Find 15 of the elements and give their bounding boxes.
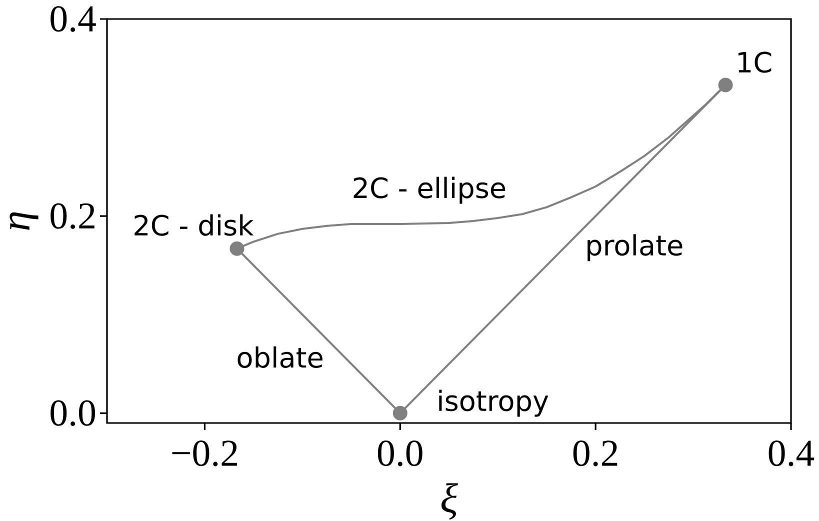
x-tick-label: 0.0 — [378, 440, 422, 466]
x-tick-label: 0.2 — [573, 440, 618, 466]
annotation: 2C - ellipse — [354, 176, 506, 204]
x-tick-label: −0.2 — [172, 440, 237, 466]
y-tick-label: 0.2 — [50, 203, 94, 229]
annotation: 2C - disk — [134, 214, 254, 236]
y-axis-title: η — [10, 212, 38, 230]
annotation: oblate — [238, 346, 322, 368]
y-tick-label: 0.4 — [50, 6, 96, 32]
y-tick-label: 0.0 — [50, 400, 96, 426]
x-axis-title: ξ — [441, 483, 458, 520]
annotation: isotropy — [439, 390, 548, 417]
x-tick-label: 0.4 — [768, 440, 814, 466]
annotation: 1C — [738, 52, 772, 73]
annotation: prolate — [588, 234, 682, 262]
